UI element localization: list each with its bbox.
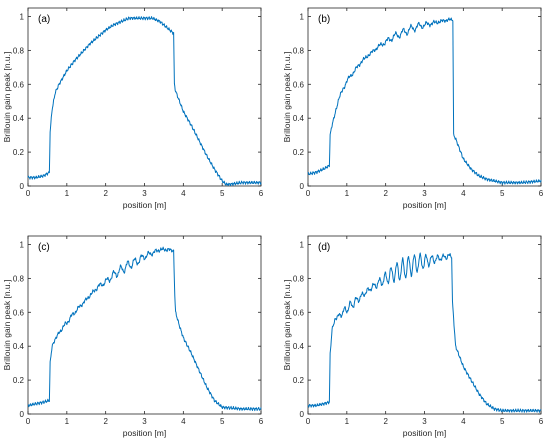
x-tick-label: 2 [383, 417, 388, 426]
x-tick-label: 6 [259, 417, 264, 426]
x-axis-label: position [m] [123, 200, 166, 210]
x-tick-label: 5 [500, 189, 505, 198]
x-tick-label: 0 [306, 417, 311, 426]
axes-frame [307, 7, 542, 187]
y-tick-label: 0.4 [13, 114, 25, 123]
y-tick-label: 0.8 [13, 274, 25, 283]
y-tick-label: 0.4 [293, 342, 305, 351]
y-tick-label: 1 [300, 240, 305, 249]
y-tick-label: 0 [20, 182, 25, 191]
x-tick-label: 1 [65, 417, 70, 426]
y-tick-label: 0.6 [13, 308, 25, 317]
x-axis-label: position [m] [403, 428, 446, 438]
y-axis-label: Brillouin gain peak [n.u.] [282, 280, 292, 371]
x-tick-label: 4 [181, 189, 186, 198]
data-series-line [307, 252, 542, 413]
y-tick-label: 0.8 [293, 274, 305, 283]
x-tick-label: 3 [142, 189, 147, 198]
y-tick-label: 0.2 [293, 376, 305, 385]
x-tick-label: 2 [103, 189, 108, 198]
x-tick-label: 1 [345, 189, 350, 198]
x-tick-label: 5 [220, 417, 225, 426]
x-tick-label: 1 [345, 417, 350, 426]
y-tick-label: 1 [20, 12, 25, 21]
y-tick-label: 0.6 [293, 80, 305, 89]
chart-panel-2: 0 1 2 3 4 5 6 0 0.2 0.4 0.6 0.8 1 position [m] Brillou… [282, 7, 544, 210]
x-tick-label: 3 [422, 189, 427, 198]
x-tick-label: 0 [26, 189, 31, 198]
chart-panel-1: 0 1 2 3 4 5 6 0 0.2 0.4 0.6 0.8 1 position [m] Brillou… [2, 7, 264, 210]
panel-label: (b) [318, 14, 330, 25]
chart-panel-3: 0 1 2 3 4 5 6 0 0.2 0.4 0.6 0.8 1 position [m] Brillou… [2, 235, 264, 438]
y-tick-label: 0.4 [293, 114, 305, 123]
axes-frame [27, 7, 262, 187]
y-tick-label: 0 [20, 410, 25, 419]
panel-label: (a) [38, 14, 50, 25]
x-tick-label: 1 [65, 189, 70, 198]
x-axis-label: position [m] [123, 428, 166, 438]
y-tick-label: 0.2 [293, 148, 305, 157]
y-tick-label: 0.4 [13, 342, 25, 351]
x-tick-label: 3 [142, 417, 147, 426]
x-tick-label: 4 [461, 417, 466, 426]
y-tick-label: 0.2 [13, 376, 25, 385]
x-tick-label: 3 [422, 417, 427, 426]
x-tick-label: 6 [539, 417, 544, 426]
y-tick-label: 1 [300, 12, 305, 21]
y-tick-label: 0 [300, 410, 305, 419]
x-tick-label: 6 [259, 189, 264, 198]
x-tick-label: 5 [500, 417, 505, 426]
y-tick-label: 0 [300, 182, 305, 191]
panel-label: (c) [38, 242, 50, 253]
chart-panel-4: 0 1 2 3 4 5 6 0 0.2 0.4 0.6 0.8 1 position [m] Brillou… [282, 235, 544, 438]
y-tick-label: 0.8 [13, 46, 25, 55]
x-tick-label: 2 [383, 189, 388, 198]
y-tick-label: 0.6 [293, 308, 305, 317]
data-series-line [27, 16, 262, 187]
data-series-line [307, 17, 542, 185]
x-tick-label: 0 [26, 417, 31, 426]
y-tick-label: 0.6 [13, 80, 25, 89]
y-tick-label: 0.8 [293, 46, 305, 55]
x-tick-label: 4 [461, 189, 466, 198]
x-tick-label: 5 [220, 189, 225, 198]
y-axis-label: Brillouin gain peak [n.u.] [2, 280, 12, 371]
x-tick-label: 0 [306, 189, 311, 198]
data-series-line [27, 246, 262, 412]
y-tick-label: 0.2 [13, 148, 25, 157]
panel-label: (d) [318, 242, 330, 253]
y-axis-label: Brillouin gain peak [n.u.] [282, 52, 292, 143]
x-axis-label: position [m] [403, 200, 446, 210]
axes-frame [27, 235, 262, 415]
x-tick-label: 2 [103, 417, 108, 426]
y-axis-label: Brillouin gain peak [n.u.] [2, 52, 12, 143]
x-tick-label: 6 [539, 189, 544, 198]
y-tick-label: 1 [20, 240, 25, 249]
x-tick-label: 4 [181, 417, 186, 426]
